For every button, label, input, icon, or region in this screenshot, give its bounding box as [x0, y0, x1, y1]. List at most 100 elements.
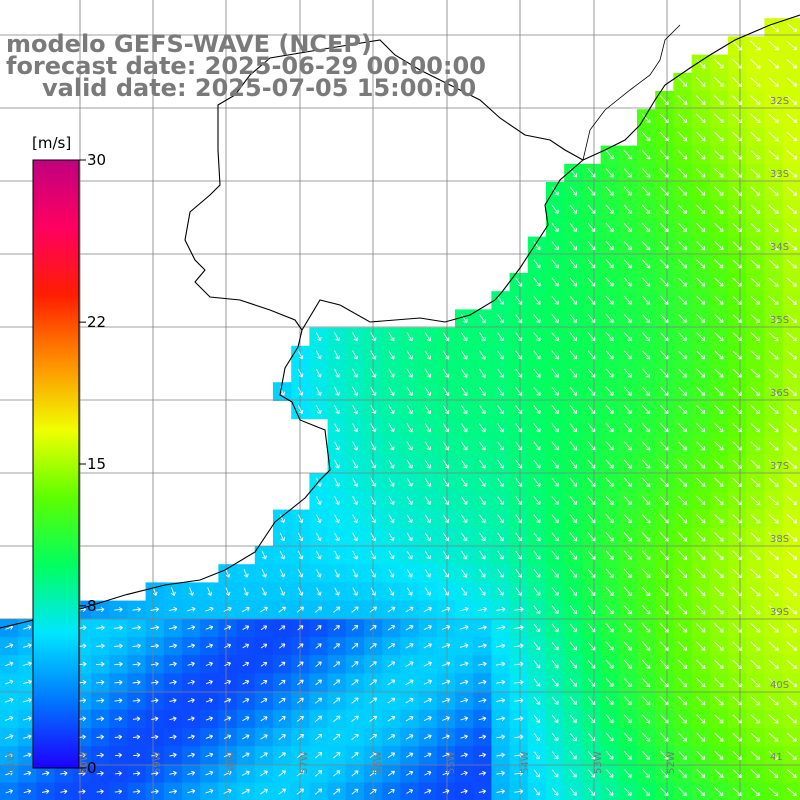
wind-arrow: [786, 313, 797, 324]
wind-arrow: [78, 789, 86, 795]
wind-arrow: [623, 423, 632, 433]
wind-arrow: [351, 679, 359, 686]
wind-arrow: [459, 625, 469, 630]
wind-arrow: [660, 222, 669, 233]
wind-arrow: [406, 569, 413, 578]
wind-arrow: [732, 677, 743, 688]
wind-arrow: [132, 661, 141, 667]
wind-arrow: [460, 332, 468, 342]
wind-arrow: [605, 587, 614, 597]
wind-arrow: [678, 423, 687, 433]
wind-arrow: [605, 259, 614, 269]
wind-arrow: [659, 95, 669, 105]
wind-arrow: [533, 587, 541, 596]
wind-arrow: [515, 441, 523, 451]
wind-arrow: [714, 259, 724, 269]
wind-arrow: [352, 587, 358, 596]
wind-arrow: [388, 423, 395, 433]
field-cell: [782, 345, 800, 365]
wind-arrow: [587, 204, 596, 214]
wind-arrow: [750, 714, 761, 724]
wind-arrow: [279, 625, 286, 631]
wind-arrow: [768, 204, 779, 214]
wind-arrow: [479, 423, 486, 433]
wind-arrow: [786, 732, 797, 742]
wind-arrow: [768, 332, 779, 342]
wind-arrow: [297, 405, 304, 414]
wind-arrow: [514, 789, 524, 794]
wind-arrow: [497, 295, 504, 305]
wind-arrow: [551, 405, 559, 415]
wind-arrow: [114, 643, 123, 649]
wind-arrow: [205, 643, 214, 649]
wind-arrow: [533, 714, 541, 724]
wind-arrow: [461, 550, 468, 560]
wind-arrow: [786, 77, 798, 87]
wind-arrow: [768, 550, 779, 560]
wind-arrow: [533, 678, 541, 687]
wind-arrow: [641, 659, 651, 669]
wind-arrow: [696, 750, 706, 760]
wind-arrow: [786, 259, 798, 269]
wind-arrow: [569, 751, 577, 760]
wind-arrow: [623, 314, 632, 324]
wind-arrow: [205, 752, 214, 758]
wind-arrow: [460, 313, 468, 324]
wind-arrow: [732, 314, 742, 324]
wind-arrow: [696, 186, 706, 196]
wind-arrow: [750, 787, 761, 797]
wind-arrow: [424, 587, 431, 596]
wind-arrow: [732, 350, 742, 360]
wind-arrow: [713, 77, 724, 87]
wind-arrow: [696, 641, 706, 651]
wind-arrow: [205, 606, 214, 612]
wind-arrow: [279, 550, 286, 560]
wind-arrow: [786, 659, 798, 669]
field-cell: [746, 782, 765, 800]
wind-arrow: [696, 259, 706, 269]
wind-arrow: [242, 679, 250, 685]
wind-arrow: [642, 423, 651, 433]
wind-arrow: [334, 550, 340, 560]
wind-arrow: [750, 477, 761, 487]
wind-arrow: [750, 40, 761, 51]
wind-arrow: [624, 751, 632, 760]
wind-arrow: [315, 643, 322, 649]
wind-arrow: [732, 241, 742, 251]
wind-arrow: [786, 59, 798, 69]
wind-arrow: [132, 789, 141, 795]
wind-arrow: [587, 532, 596, 542]
wind-arrow: [750, 95, 761, 105]
wind-arrow: [369, 715, 378, 722]
wind-arrow: [569, 423, 578, 433]
wind-arrow: [714, 769, 724, 778]
longitude-label: 53W: [593, 751, 604, 774]
wind-arrow: [296, 697, 304, 704]
wind-arrow: [297, 587, 304, 596]
wind-arrow: [150, 789, 159, 795]
wind-arrow: [497, 477, 504, 487]
wind-arrow: [732, 131, 743, 142]
field-cell: [782, 291, 800, 310]
wind-arrow: [551, 641, 559, 651]
wind-arrow: [713, 58, 724, 69]
wind-arrow: [623, 586, 633, 597]
wind-arrow: [388, 404, 395, 415]
wind-arrow: [406, 532, 413, 542]
wind-arrow: [660, 459, 669, 469]
wind-arrow: [768, 77, 779, 87]
wind-arrow: [623, 678, 633, 688]
wind-arrow: [678, 241, 687, 251]
wind-arrow: [569, 769, 577, 778]
wind-arrow: [478, 661, 487, 667]
wind-arrow: [696, 131, 706, 142]
wind-arrow: [460, 770, 468, 776]
wind-arrow: [786, 295, 797, 305]
wind-arrow: [641, 495, 651, 506]
longitude-label: 61W: [6, 751, 17, 774]
wind-arrow: [459, 679, 469, 685]
wind-arrow: [460, 350, 468, 360]
wind-arrow: [315, 332, 322, 342]
wind-arrow: [605, 368, 614, 378]
wind-arrow: [695, 586, 706, 597]
